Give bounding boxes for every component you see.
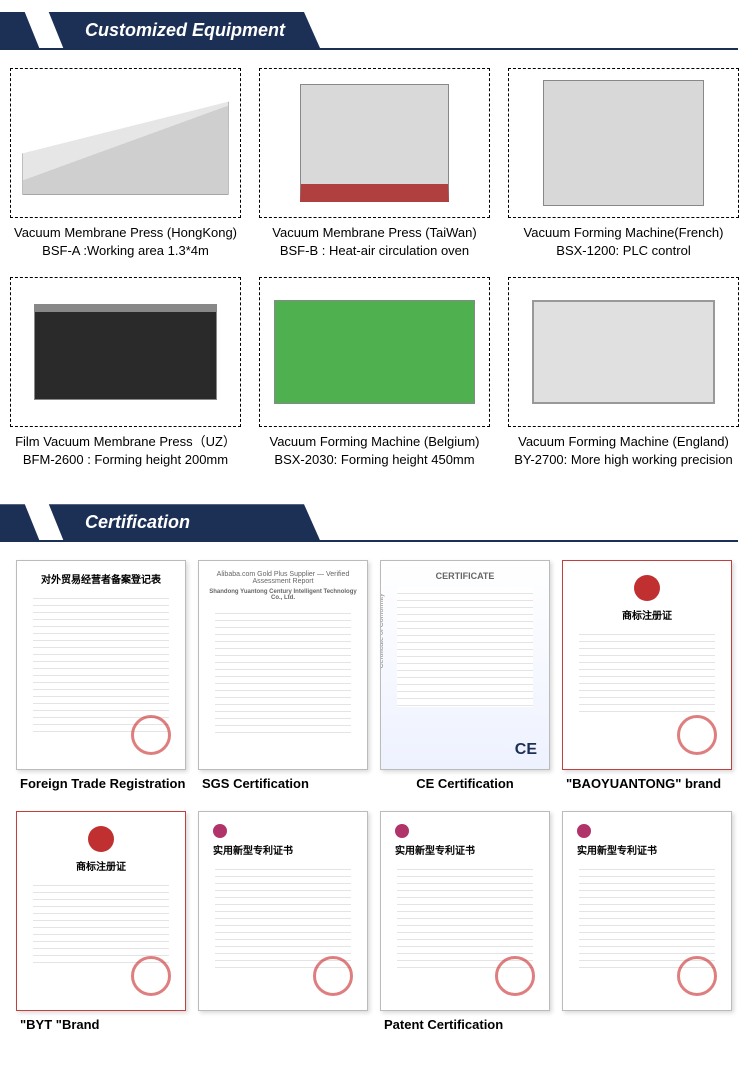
certification-label: "BAOYUANTONG" brand (562, 776, 732, 791)
certification-grid-row2: 商标注册证 "BYT "Brand 实用新型专利证书 实用新型专利证书 Pate… (0, 811, 750, 1052)
cert-body (33, 592, 170, 732)
equipment-title: Vacuum Forming Machine(French) (508, 224, 739, 242)
equipment-card: Vacuum Membrane Press (HongKong) BSF-A :… (10, 68, 241, 259)
equipment-image (10, 68, 241, 218)
certification-card: 对外贸易经营者备案登记表 Foreign Trade Registration (16, 560, 186, 791)
cert-doc-title: 实用新型专利证书 (213, 842, 293, 857)
stamp-icon (677, 715, 717, 755)
equipment-title: Vacuum Membrane Press (TaiWan) (259, 224, 490, 242)
certification-grid-row1: 对外贸易经营者备案登记表 Foreign Trade Registration … (0, 560, 750, 811)
cert-side-text: Certificate of Conformity (380, 594, 385, 669)
certification-card: 实用新型专利证书 Patent Certification (380, 811, 550, 1032)
equipment-image (259, 277, 490, 427)
certification-card: 实用新型专利证书 (198, 811, 368, 1032)
header-underline (0, 48, 738, 50)
cert-doc-title: CERTIFICATE (436, 571, 495, 581)
machine-illustration (543, 80, 703, 206)
certificate-image: 对外贸易经营者备案登记表 (16, 560, 186, 770)
machine-illustration (532, 300, 715, 404)
certification-card: 实用新型专利证书 (562, 811, 732, 1032)
equipment-caption: Vacuum Membrane Press (HongKong) BSF-A :… (10, 224, 241, 259)
equipment-card: Film Vacuum Membrane Press（UZ） BFM-2600 … (10, 277, 241, 468)
cert-doc-title: Alibaba.com Gold Plus Supplier — Verifie… (207, 571, 359, 585)
ce-mark-icon: CE (515, 741, 537, 759)
emblem-icon (634, 575, 660, 601)
equipment-card: Vacuum Forming Machine (England) BY-2700… (508, 277, 739, 468)
certificate-image: 商标注册证 (16, 811, 186, 1011)
stamp-icon (131, 956, 171, 996)
equipment-subtitle: BFM-2600 : Forming height 200mm (10, 451, 241, 469)
certificate-image: CERTIFICATE CE Certificate of Conformity (380, 560, 550, 770)
cert-body (215, 607, 352, 737)
stamp-icon (131, 715, 171, 755)
stamp-icon (495, 956, 535, 996)
equipment-title: Vacuum Membrane Press (HongKong) (10, 224, 241, 242)
certification-label: SGS Certification (198, 776, 368, 791)
stamp-icon (313, 956, 353, 996)
header-label: Certification (85, 504, 190, 540)
machine-illustration (274, 300, 476, 404)
certification-label: Foreign Trade Registration (16, 776, 186, 791)
section-header-certification: Certification (0, 504, 750, 540)
logo-dot-icon (213, 824, 227, 838)
equipment-caption: Vacuum Membrane Press (TaiWan) BSF-B : H… (259, 224, 490, 259)
cert-doc-sub: Shandong Yuantong Century Intelligent Te… (207, 589, 359, 601)
equipment-card: Vacuum Forming Machine (Belgium) BSX-203… (259, 277, 490, 468)
section-header-equipment: Customized Equipment (0, 12, 750, 48)
certification-label: Patent Certification (380, 1017, 550, 1032)
equipment-subtitle: BSF-A :Working area 1.3*4m (10, 242, 241, 260)
certification-card: 商标注册证 "BYT "Brand (16, 811, 186, 1032)
header-label: Customized Equipment (85, 12, 285, 48)
equipment-title: Vacuum Forming Machine (England) (508, 433, 739, 451)
equipment-caption: Vacuum Forming Machine(French) BSX-1200:… (508, 224, 739, 259)
cert-doc-title: 实用新型专利证书 (395, 842, 475, 857)
cert-body (397, 587, 534, 707)
certificate-image: 实用新型专利证书 (380, 811, 550, 1011)
equipment-caption: Vacuum Forming Machine (Belgium) BSX-203… (259, 433, 490, 468)
stamp-icon (677, 956, 717, 996)
equipment-caption: Vacuum Forming Machine (England) BY-2700… (508, 433, 739, 468)
equipment-image (10, 277, 241, 427)
certificate-image: 实用新型专利证书 (198, 811, 368, 1011)
certification-card: CERTIFICATE CE Certificate of Conformity… (380, 560, 550, 791)
cert-doc-title: 商标注册证 (76, 858, 126, 873)
cert-body (579, 628, 716, 718)
header-underline (0, 540, 738, 542)
emblem-icon (88, 826, 114, 852)
equipment-subtitle: BSX-2030: Forming height 450mm (259, 451, 490, 469)
certificate-image: Alibaba.com Gold Plus Supplier — Verifie… (198, 560, 368, 770)
equipment-subtitle: BY-2700: More high working precision (508, 451, 739, 469)
equipment-title: Film Vacuum Membrane Press（UZ） (10, 433, 241, 451)
machine-illustration (22, 91, 228, 195)
equipment-subtitle: BSX-1200: PLC control (508, 242, 739, 260)
equipment-card: Vacuum Forming Machine(French) BSX-1200:… (508, 68, 739, 259)
equipment-image (259, 68, 490, 218)
equipment-grid: Vacuum Membrane Press (HongKong) BSF-A :… (0, 68, 750, 492)
certification-card: Alibaba.com Gold Plus Supplier — Verifie… (198, 560, 368, 791)
logo-dot-icon (395, 824, 409, 838)
machine-illustration (300, 84, 449, 202)
certification-label: "BYT "Brand (16, 1017, 186, 1032)
cert-doc-title: 对外贸易经营者备案登记表 (41, 571, 161, 586)
equipment-subtitle: BSF-B : Heat-air circulation oven (259, 242, 490, 260)
logo-dot-icon (577, 824, 591, 838)
certification-card: 商标注册证 "BAOYUANTONG" brand (562, 560, 732, 791)
cert-doc-title: 实用新型专利证书 (577, 842, 657, 857)
equipment-image (508, 68, 739, 218)
equipment-title: Vacuum Forming Machine (Belgium) (259, 433, 490, 451)
machine-illustration (34, 304, 217, 400)
certificate-image: 商标注册证 (562, 560, 732, 770)
cert-doc-title: 商标注册证 (622, 607, 672, 622)
certification-label: CE Certification (380, 776, 550, 791)
equipment-image (508, 277, 739, 427)
equipment-card: Vacuum Membrane Press (TaiWan) BSF-B : H… (259, 68, 490, 259)
certificate-image: 实用新型专利证书 (562, 811, 732, 1011)
equipment-caption: Film Vacuum Membrane Press（UZ） BFM-2600 … (10, 433, 241, 468)
